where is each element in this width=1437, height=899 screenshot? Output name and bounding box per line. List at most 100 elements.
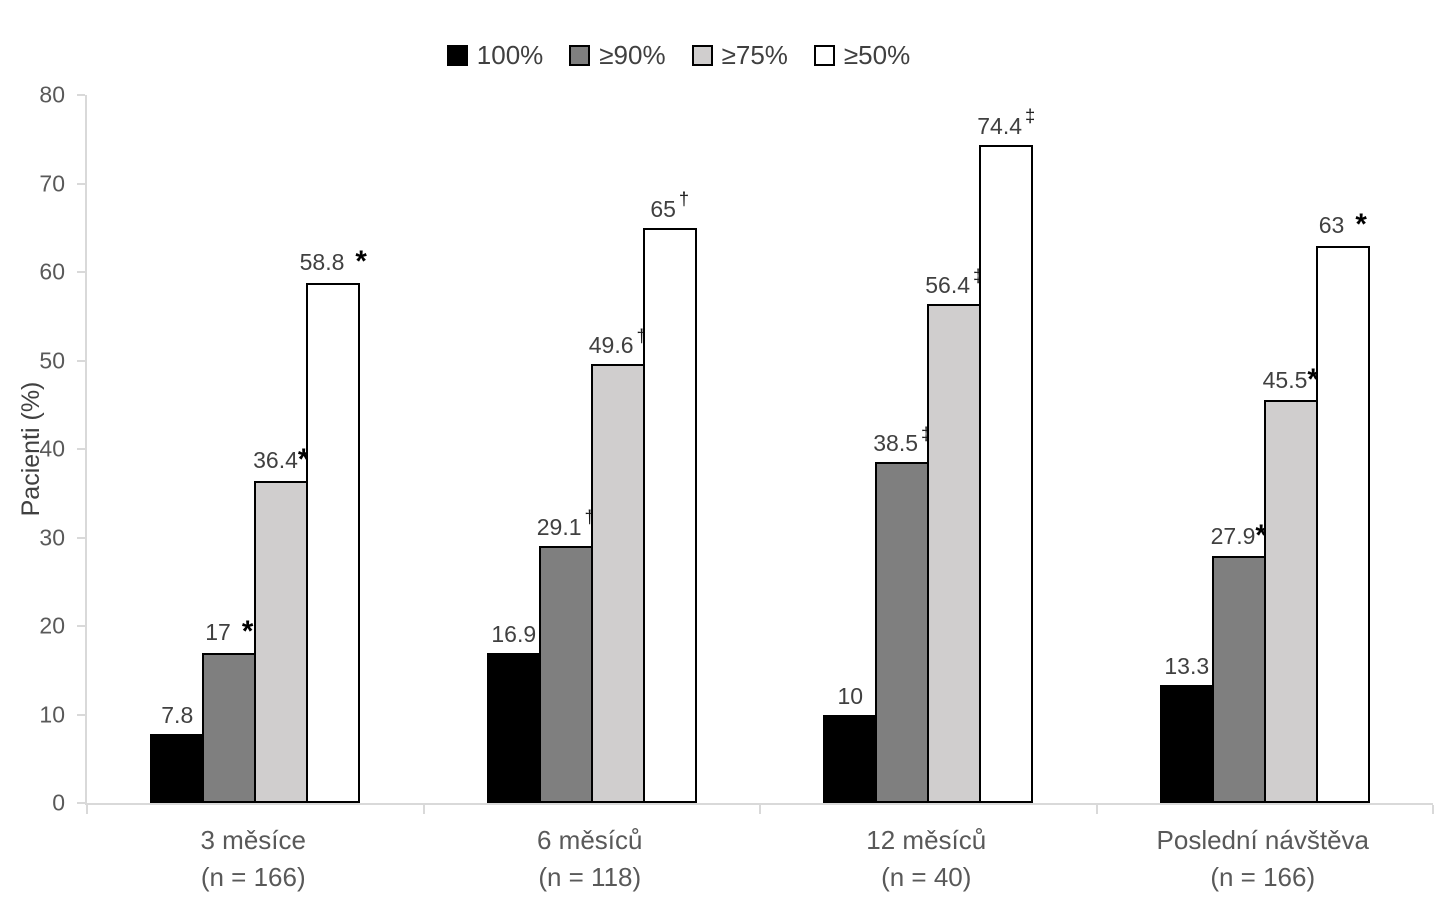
significance-dagger: † xyxy=(584,506,595,528)
bar-value-label: 58.8 * xyxy=(299,245,367,279)
bar: 65 † xyxy=(642,190,697,803)
bar: 56.4 ‡ xyxy=(925,266,983,803)
significance-asterisk: * xyxy=(1307,362,1319,396)
bar-value-label: 63 * xyxy=(1318,208,1367,242)
y-tick-mark xyxy=(77,625,85,627)
category-n: (n = 166) xyxy=(200,862,306,892)
y-tick-label: 70 xyxy=(39,170,65,196)
bar-group-3: 13.3 27.9* 45.5* 63 * xyxy=(1097,95,1434,803)
significance-dagger: ‡ xyxy=(921,422,932,444)
chart-legend: 100% ≥90% ≥75% ≥50% xyxy=(0,40,1397,71)
y-tick-mark xyxy=(77,359,85,362)
bar-value-label: 17 * xyxy=(205,615,254,649)
y-tick-mark xyxy=(77,448,85,450)
y-tick-label: 30 xyxy=(39,524,65,550)
bar: 13.3 xyxy=(1159,655,1214,803)
bar-value-text: 29.1 xyxy=(536,513,582,540)
bar-group-1: 16.9 29.1 † 49.6 † 65 † xyxy=(424,95,761,803)
bar-value-text: 16.9 xyxy=(491,621,537,648)
significance-asterisk: * xyxy=(241,615,254,649)
legend-item-0: 100% xyxy=(446,40,544,71)
bar-value-text: 74.4 xyxy=(977,112,1023,139)
bar-value-text: 10 xyxy=(837,682,864,709)
bar: 49.6 † xyxy=(589,326,647,803)
legend-label: ≥50% xyxy=(843,40,911,70)
bar: 27.9* xyxy=(1211,520,1267,803)
bar-value-text: 38.5 xyxy=(873,430,919,457)
y-tick-label: 60 xyxy=(39,258,65,285)
bar-value-label: 49.6 † xyxy=(588,326,647,358)
bar: 45.5* xyxy=(1263,365,1319,803)
bar-value-text: 65 xyxy=(650,195,676,222)
bar-value-text: 7.8 xyxy=(161,702,194,728)
x-tick-mark xyxy=(1432,805,1434,814)
category-name: 3 měsíce xyxy=(200,825,307,855)
significance-asterisk: * xyxy=(297,443,310,477)
y-tick-mark xyxy=(77,182,85,185)
x-category-label-0: 3 měsíce (n = 166) xyxy=(85,822,422,896)
category-name: 12 měsíců xyxy=(866,825,987,855)
plot-area: 0 10 20 30 40 50 60 70 80 7.8 17 * 36.4* 58.8 * 16.9 29… xyxy=(39,82,1434,816)
bar-value-label: 13.3 xyxy=(1164,655,1209,678)
category-name: 6 měsíců xyxy=(537,825,643,855)
bar-value-label: 65 † xyxy=(650,190,689,222)
legend-label: ≥75% xyxy=(721,40,788,70)
bar-value-label: 29.1 † xyxy=(536,507,595,540)
significance-dagger: † xyxy=(678,188,690,210)
legend-swatch-icon xyxy=(569,45,591,66)
legend-item-1: ≥90% xyxy=(569,40,666,71)
bar-group-0: 7.8 17 * 36.4* 58.8 * xyxy=(87,95,424,803)
bar: 74.4 ‡ xyxy=(977,107,1035,803)
legend-swatch-icon xyxy=(813,45,835,66)
y-tick-mark xyxy=(77,536,85,539)
category-n: (n = 118) xyxy=(538,862,642,892)
legend-item-2: ≥75% xyxy=(691,40,788,71)
bar: 38.5 ‡ xyxy=(873,424,931,803)
y-tick-mark xyxy=(77,271,85,273)
bar-value-label: 74.4 ‡ xyxy=(977,107,1035,139)
bar-value-text: 36.4 xyxy=(253,447,298,474)
category-n: (n = 166) xyxy=(1210,862,1316,892)
bar-value-text: 17 xyxy=(205,619,231,646)
x-category-label-3: Poslední návštěva (n = 166) xyxy=(1095,822,1432,896)
bar: 10 xyxy=(823,684,878,803)
bar-value-text: 49.6 xyxy=(588,332,634,358)
legend-label: 100% xyxy=(476,40,544,70)
bar-value-label: 27.9* xyxy=(1211,520,1267,549)
bar-groups: 7.8 17 * 36.4* 58.8 * 16.9 29.1 † 49.6 † 65 † 10 38.5 ‡… xyxy=(87,95,1433,803)
y-tick-label: 50 xyxy=(39,347,65,373)
y-tick-mark xyxy=(77,713,85,716)
bar-value-label: 45.5* xyxy=(1262,362,1319,396)
x-tick-mark xyxy=(86,805,88,814)
x-category-label-2: 12 měsíců (n = 40) xyxy=(758,822,1095,896)
y-tick-label: 20 xyxy=(39,612,65,639)
legend-swatch-icon xyxy=(691,45,713,66)
bar-value-text: 27.9 xyxy=(1210,522,1256,549)
significance-dagger: ‡ xyxy=(1025,105,1036,127)
bar-value-text: 63 xyxy=(1318,212,1345,239)
bar: 7.8 xyxy=(150,704,205,803)
bar-value-label: 16.9 xyxy=(491,623,536,646)
significance-asterisk: * xyxy=(1255,518,1267,552)
significance-dagger: † xyxy=(636,324,647,346)
legend-swatch-icon xyxy=(446,45,468,66)
y-tick-mark xyxy=(77,802,85,804)
significance-asterisk: * xyxy=(355,245,367,279)
bar-value-label: 56.4 ‡ xyxy=(925,266,983,297)
significance-asterisk: * xyxy=(1355,208,1367,242)
y-tick-mark xyxy=(77,94,85,96)
bar: 58.8 * xyxy=(300,247,367,803)
bar: 17 * xyxy=(202,617,257,803)
category-n: (n = 40) xyxy=(881,862,972,892)
bar: 29.1 † xyxy=(537,507,595,803)
legend-item-3: ≥50% xyxy=(813,40,911,71)
bar-value-label: 38.5 ‡ xyxy=(873,424,931,457)
legend-label: ≥90% xyxy=(599,40,666,70)
bar-value-label: 36.4* xyxy=(253,443,310,477)
category-name: Poslední návštěva xyxy=(1156,825,1369,855)
bar-value-text: 45.5 xyxy=(1262,366,1308,393)
bar-value-text: 58.8 xyxy=(299,249,345,276)
y-tick-label: 10 xyxy=(39,701,65,727)
y-tick-label: 40 xyxy=(39,435,65,462)
x-axis-category-labels: 3 měsíce (n = 166) 6 měsíců (n = 118) 12 měs… xyxy=(85,822,1431,896)
